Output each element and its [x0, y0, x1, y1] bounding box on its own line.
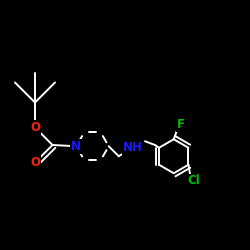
- Text: NH: NH: [122, 141, 142, 154]
- Text: O: O: [30, 156, 40, 169]
- Text: Cl: Cl: [187, 174, 200, 188]
- Text: N: N: [71, 140, 81, 153]
- Text: F: F: [177, 118, 185, 131]
- Text: O: O: [30, 121, 40, 134]
